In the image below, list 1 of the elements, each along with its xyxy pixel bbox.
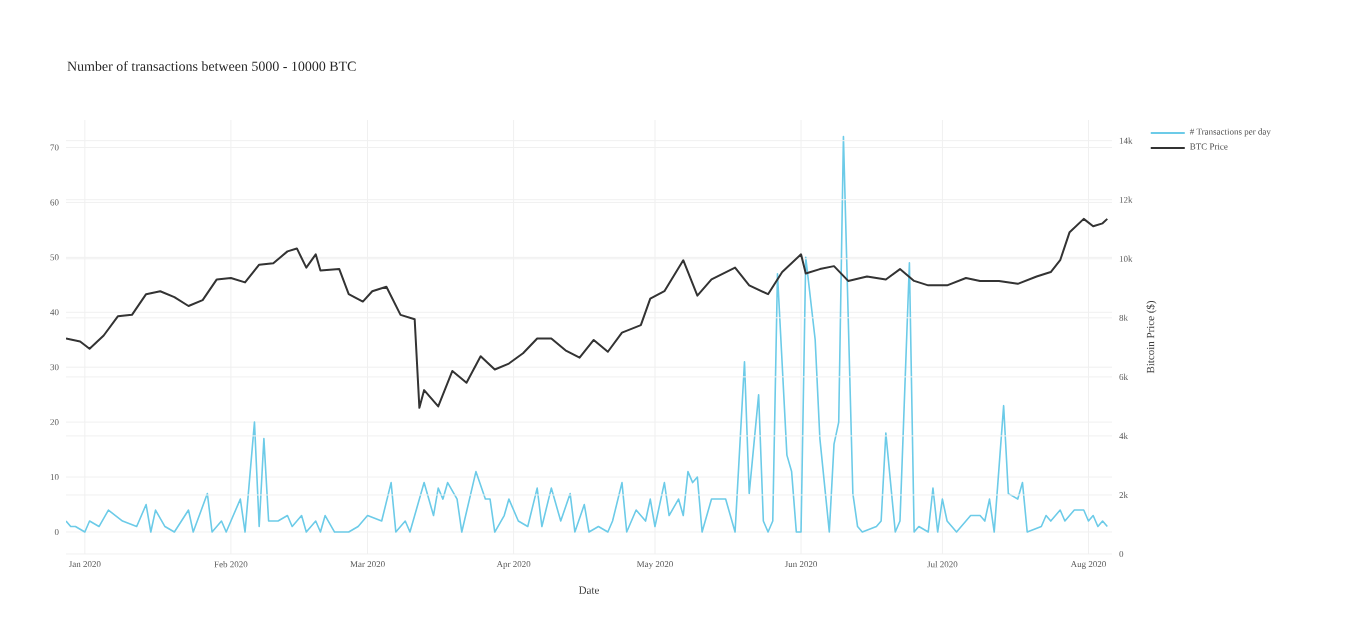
line-series <box>66 217 1109 409</box>
